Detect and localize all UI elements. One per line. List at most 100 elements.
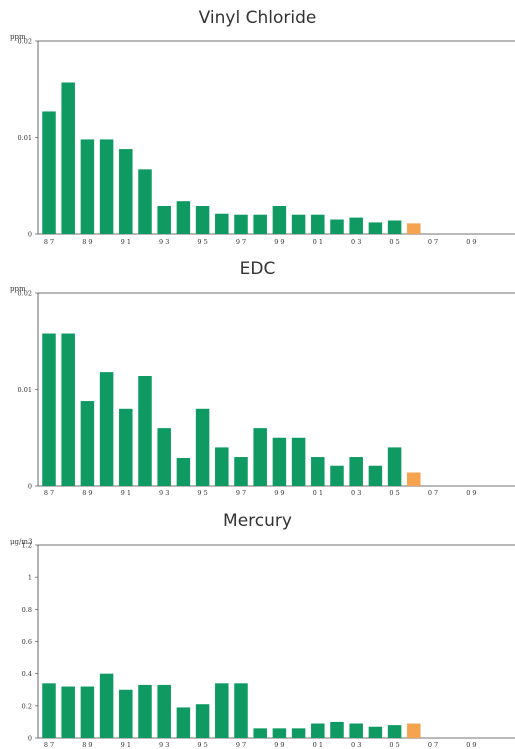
- bar-87: [42, 683, 56, 738]
- x-tick-label: 9 3: [159, 238, 169, 246]
- bar-06: [407, 223, 421, 234]
- bar-87: [42, 111, 56, 234]
- bar-95: [195, 206, 210, 234]
- bar-93: [157, 684, 171, 738]
- x-tick-label: 0 7: [428, 238, 438, 246]
- bar-87: [42, 333, 56, 486]
- bar-97: [234, 457, 248, 486]
- bar-96: [215, 683, 229, 738]
- bar-99: [272, 437, 287, 486]
- bar-91: [119, 408, 133, 486]
- x-tick-label: 9 1: [121, 489, 131, 497]
- bar-95: [195, 408, 210, 486]
- bar-05: [387, 220, 402, 234]
- bar-98: [253, 428, 267, 486]
- y-tick-label: 0.02: [18, 290, 32, 298]
- x-tick-label: 0 7: [428, 489, 438, 497]
- bar-04: [368, 726, 383, 738]
- bar-98: [253, 728, 267, 738]
- bar-89: [80, 686, 95, 738]
- bar-88: [61, 686, 75, 738]
- x-tick-label: 8 9: [82, 489, 92, 497]
- y-tick-label: 0.2: [22, 702, 32, 710]
- chart-title: EDC: [239, 259, 276, 279]
- x-tick-label: 0 5: [389, 741, 399, 749]
- x-tick-label: 8 9: [82, 741, 92, 749]
- bar-02: [330, 465, 344, 486]
- chart-title: Vinyl Chloride: [198, 8, 317, 28]
- x-tick-label: 0 1: [313, 741, 323, 749]
- x-tick-label: 0 3: [351, 238, 361, 246]
- bar-04: [368, 222, 383, 234]
- bar-04: [368, 465, 383, 486]
- bar-96: [215, 213, 229, 234]
- x-tick-label: 8 7: [44, 741, 54, 749]
- bar-89: [80, 139, 95, 234]
- bar-90: [99, 139, 114, 234]
- bar-95: [195, 704, 210, 738]
- bar-88: [61, 82, 75, 235]
- y-axis-unit: ppm: [10, 285, 26, 293]
- x-tick-label: 0 1: [313, 238, 323, 246]
- bar-00: [291, 214, 306, 234]
- bar-94: [176, 458, 191, 486]
- bar-96: [215, 447, 229, 486]
- x-tick-label: 0 5: [389, 238, 399, 246]
- x-tick-label: 9 1: [121, 238, 131, 246]
- x-tick-label: 9 5: [197, 238, 207, 246]
- x-tick-label: 0 9: [466, 489, 476, 497]
- bar-91: [119, 149, 133, 234]
- bar-97: [234, 683, 248, 738]
- x-tick-label: 9 7: [236, 238, 246, 246]
- x-tick-label: 9 7: [236, 489, 246, 497]
- bar-01: [311, 214, 325, 234]
- bar-93: [157, 206, 171, 234]
- x-tick-label: 9 3: [159, 489, 169, 497]
- bar-92: [138, 684, 152, 738]
- y-tick-label: 0.6: [22, 638, 32, 646]
- x-tick-label: 9 9: [274, 489, 284, 497]
- bar-06: [407, 472, 421, 486]
- bar-01: [311, 457, 325, 486]
- x-tick-label: 9 9: [274, 741, 284, 749]
- y-tick-label: 0.01: [18, 134, 32, 142]
- x-tick-label: 9 1: [121, 741, 131, 749]
- x-tick-label: 0 9: [466, 741, 476, 749]
- bar-97: [234, 214, 248, 234]
- bar-99: [272, 728, 287, 738]
- y-tick-label: 0.8: [22, 606, 32, 614]
- y-tick-label: 0.01: [18, 386, 32, 394]
- bar-98: [253, 214, 267, 234]
- bar-88: [61, 333, 75, 486]
- x-tick-label: 0 1: [313, 489, 323, 497]
- y-axis-unit: μg/m3: [10, 538, 33, 546]
- bar-01: [311, 723, 325, 738]
- x-tick-label: 0 9: [466, 238, 476, 246]
- bar-92: [138, 375, 152, 486]
- x-tick-label: 0 7: [428, 741, 438, 749]
- bar-02: [330, 219, 344, 234]
- x-tick-label: 9 9: [274, 238, 284, 246]
- x-tick-label: 9 5: [197, 489, 207, 497]
- bar-00: [291, 728, 306, 738]
- x-tick-label: 0 5: [389, 489, 399, 497]
- y-tick-label: 0: [28, 483, 32, 491]
- bar-03: [349, 457, 363, 486]
- y-tick-label: 1: [28, 574, 32, 582]
- bar-05: [387, 725, 402, 738]
- bar-89: [80, 401, 95, 486]
- x-tick-label: 9 5: [197, 741, 207, 749]
- bar-94: [176, 707, 191, 738]
- y-tick-label: 0: [28, 735, 32, 743]
- y-tick-label: 0: [28, 231, 32, 239]
- y-axis-unit: ppm: [10, 33, 26, 41]
- bar-91: [119, 689, 133, 738]
- bar-90: [99, 673, 114, 738]
- x-tick-label: 0 3: [351, 741, 361, 749]
- x-tick-label: 8 7: [44, 489, 54, 497]
- bar-06: [407, 723, 421, 738]
- x-tick-label: 0 3: [351, 489, 361, 497]
